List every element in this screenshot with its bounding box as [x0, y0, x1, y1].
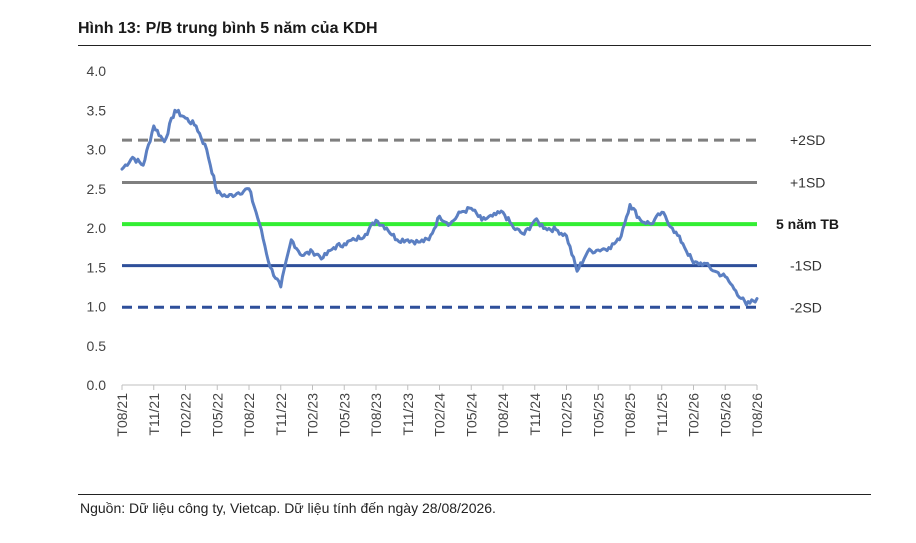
y-tick-label: 2.0	[87, 220, 107, 236]
y-tick-label: 0.0	[87, 377, 107, 393]
x-tick-label: T08/21	[114, 393, 130, 437]
x-tick-label: T11/23	[400, 393, 416, 436]
x-tick-label: T11/22	[273, 393, 289, 436]
source-rule	[78, 494, 871, 495]
x-tick-label: T11/24	[527, 393, 543, 436]
series-layer	[120, 108, 759, 307]
x-tick-label: T05/25	[590, 393, 606, 437]
x-tick-label: T05/22	[209, 393, 225, 437]
title-rule	[78, 45, 871, 46]
x-tick-label: T08/26	[749, 393, 765, 437]
plus-1sd-label: +1SD	[790, 174, 825, 190]
chart-title: Hình 13: P/B trung bình 5 năm của KDH	[78, 20, 378, 37]
source-note: Nguồn: Dữ liệu công ty, Vietcap. Dữ liệu…	[80, 500, 496, 516]
y-tick-label: 1.5	[87, 259, 107, 275]
y-tick-label: 0.5	[87, 338, 107, 354]
pb-chart: 0.0 0.5 1.0 1.5 2.0 2.5 3.0 3.5 4.0 T08/21 T11/21…	[87, 63, 839, 437]
y-axis: 0.0 0.5 1.0 1.5 2.0 2.5 3.0 3.5 4.0	[87, 63, 107, 393]
x-tick-label: T02/26	[686, 393, 702, 437]
pb-series-line	[120, 108, 759, 307]
reference-labels: +2SD +1SD 5 năm TB -1SD -2SD	[776, 132, 839, 315]
minus-2sd-label: -2SD	[790, 299, 822, 315]
x-tick-label: T02/22	[178, 393, 194, 437]
y-tick-label: 2.5	[87, 181, 107, 197]
y-tick-label: 1.0	[87, 299, 107, 315]
x-tick-label: T05/23	[336, 393, 352, 437]
x-tick-label: T08/23	[368, 393, 384, 437]
x-tick-label: T11/21	[146, 393, 162, 436]
plus-2sd-label: +2SD	[790, 132, 825, 148]
mean-5y-label: 5 năm TB	[776, 216, 839, 232]
x-tick-label: T08/22	[241, 393, 257, 437]
x-tick-label: T02/25	[559, 393, 575, 437]
y-tick-label: 3.5	[87, 102, 107, 118]
x-tick-label: T08/24	[495, 393, 511, 437]
y-tick-label: 4.0	[87, 63, 107, 79]
x-tick-label: T02/24	[432, 393, 448, 437]
x-axis: T08/21 T11/21 T02/22 T05/22 T08/22 T11/22 T02/…	[114, 384, 765, 437]
reference-lines	[122, 138, 757, 309]
minus-1sd-label: -1SD	[790, 258, 822, 274]
x-tick-label: T05/24	[463, 393, 479, 437]
x-tick-label: T11/25	[654, 393, 670, 436]
x-tick-label: T02/23	[305, 393, 321, 437]
y-tick-label: 3.0	[87, 142, 107, 158]
x-tick-label: T05/26	[717, 393, 733, 437]
x-tick-label: T08/25	[622, 393, 638, 437]
